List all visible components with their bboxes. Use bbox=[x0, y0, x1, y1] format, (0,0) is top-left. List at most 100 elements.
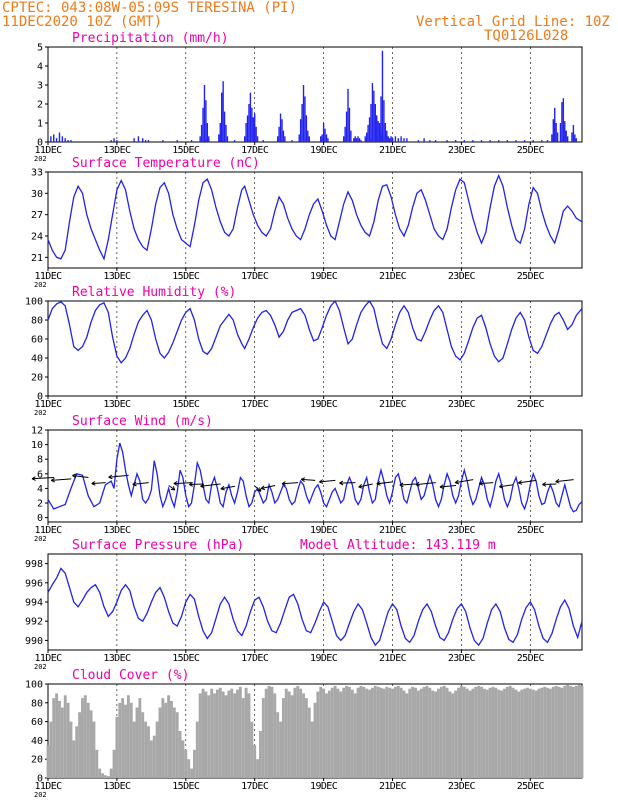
cloud-bar bbox=[192, 749, 196, 778]
precip-bar bbox=[368, 117, 371, 142]
cloud-bar bbox=[414, 687, 417, 778]
cloud-bar bbox=[213, 693, 216, 778]
cloud-bar bbox=[296, 685, 300, 778]
x-tick-label: 15DEC bbox=[172, 145, 200, 156]
cloud-bar bbox=[175, 712, 179, 778]
year-label: 202 bbox=[34, 663, 47, 671]
cloud-bar bbox=[425, 685, 429, 778]
wind-vector bbox=[455, 479, 474, 484]
cloud-bar bbox=[244, 687, 248, 778]
cloud-bar bbox=[531, 689, 535, 778]
x-tick-label: 13DEC bbox=[103, 271, 131, 282]
cloud-bar bbox=[439, 686, 443, 778]
precip-bar bbox=[281, 119, 283, 142]
cloud-bar bbox=[342, 687, 346, 778]
cloud-bar bbox=[370, 687, 374, 778]
x-tick-label: 13DEC bbox=[103, 145, 131, 156]
precip-bar bbox=[262, 140, 265, 142]
cloud-bar bbox=[528, 688, 532, 778]
x-tick-label: 13DEC bbox=[103, 399, 131, 410]
cloud-bar bbox=[353, 693, 357, 778]
cloud-bar bbox=[256, 759, 260, 778]
y-tick-label: 100 bbox=[25, 680, 43, 691]
cloud-bar bbox=[480, 686, 483, 778]
precip-bar bbox=[374, 104, 376, 142]
cloud-bar bbox=[155, 721, 159, 778]
y-tick-label: 3 bbox=[37, 81, 43, 92]
cloud-bar bbox=[577, 684, 581, 778]
cloud-bar bbox=[520, 689, 524, 778]
cloud-bar bbox=[333, 685, 337, 778]
cloud-bar bbox=[253, 745, 257, 778]
precip-bar bbox=[354, 136, 356, 142]
x-tick-label: 17DEC bbox=[241, 525, 269, 536]
cloud-bar bbox=[238, 686, 242, 778]
series-line bbox=[47, 173, 583, 261]
cloud-bar bbox=[534, 690, 538, 778]
x-tick-label: 11DEC bbox=[34, 525, 62, 536]
wind-arrowhead bbox=[108, 474, 113, 480]
y-tick-label: 33 bbox=[31, 168, 43, 179]
precip-bar bbox=[278, 126, 280, 142]
cloud-bar bbox=[540, 687, 544, 778]
precip-bar bbox=[55, 138, 58, 142]
cloud-bar bbox=[457, 687, 460, 778]
precip-bar bbox=[321, 134, 323, 142]
precip-bar bbox=[203, 85, 206, 142]
cloud-bar bbox=[181, 740, 185, 778]
cloud-bar bbox=[348, 686, 351, 778]
precip-bar bbox=[190, 140, 193, 142]
precip-bar bbox=[566, 136, 569, 142]
wind-arrowhead bbox=[499, 483, 504, 489]
x-tick-label: 17DEC bbox=[241, 399, 269, 410]
cloud-bar bbox=[373, 685, 377, 778]
cloud-bar bbox=[523, 688, 527, 778]
x-tick-label: 25DEC bbox=[517, 271, 545, 282]
cloud-bar bbox=[566, 684, 570, 778]
precip-bar bbox=[276, 136, 279, 142]
precip-bar bbox=[305, 115, 308, 142]
cloud-bar bbox=[247, 693, 251, 778]
series-line bbox=[47, 299, 583, 364]
precip-bar bbox=[554, 107, 556, 142]
precip-bar bbox=[116, 140, 118, 142]
x-tick-label: 23DEC bbox=[448, 653, 476, 664]
cloud-bar bbox=[402, 690, 406, 778]
x-tick-label: 21DEC bbox=[379, 653, 407, 664]
cloud-bar bbox=[557, 686, 561, 778]
precip-bar bbox=[562, 98, 565, 142]
precip-bar bbox=[252, 117, 254, 142]
cloud-bar bbox=[376, 686, 380, 778]
wind-vector bbox=[358, 483, 373, 488]
precip-bar bbox=[556, 132, 559, 142]
cloud-bar bbox=[198, 693, 202, 778]
cloud-bar bbox=[69, 721, 73, 778]
y-tick-label: 80 bbox=[31, 698, 43, 709]
y-tick-label: 80 bbox=[31, 316, 43, 327]
model-altitude-label: Model Altitude: 143.119 m bbox=[300, 538, 496, 553]
x-tick-label: 15DEC bbox=[172, 653, 200, 664]
cloud-bar bbox=[569, 685, 572, 778]
cloud-bar bbox=[284, 688, 288, 778]
cloud-bar bbox=[434, 691, 438, 778]
x-tick-label: 19DEC bbox=[310, 781, 338, 792]
precip-bar bbox=[515, 140, 517, 142]
x-tick-label: 21DEC bbox=[379, 145, 407, 156]
wind-vector bbox=[301, 478, 316, 481]
precip-bar bbox=[434, 140, 437, 142]
cloud-bar bbox=[218, 687, 222, 778]
x-tick-label: 23DEC bbox=[448, 525, 476, 536]
precip-bar bbox=[205, 100, 207, 142]
y-tick-label: 5 bbox=[37, 43, 43, 54]
y-tick-label: 30 bbox=[31, 189, 43, 200]
cloud-bar bbox=[362, 686, 366, 778]
cloud-bar bbox=[571, 686, 575, 778]
precip-bar bbox=[248, 104, 250, 142]
y-tick-label: 2 bbox=[37, 100, 43, 111]
cloud-bar bbox=[89, 710, 93, 778]
cloud-bar bbox=[293, 687, 297, 778]
cloud-bar bbox=[152, 735, 156, 778]
cloud-bar bbox=[132, 721, 136, 778]
precip-bar bbox=[147, 140, 150, 142]
precip-bar bbox=[142, 138, 144, 142]
